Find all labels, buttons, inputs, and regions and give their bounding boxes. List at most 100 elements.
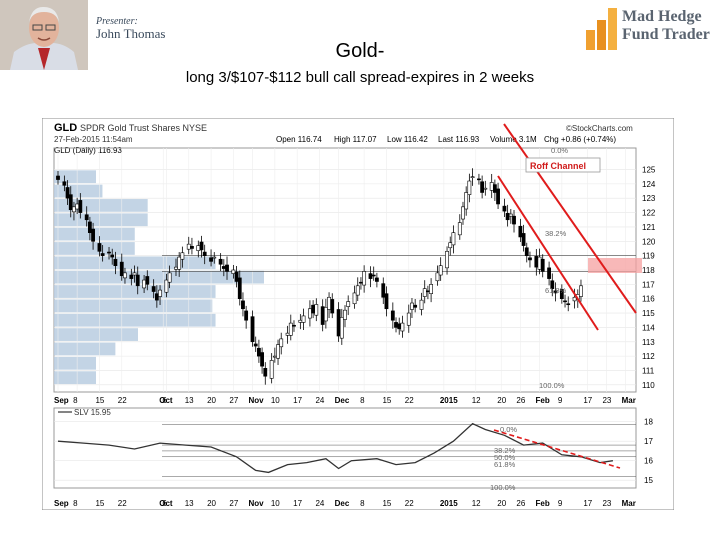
price-tick-112: 112	[642, 352, 655, 361]
candle-body-136	[489, 182, 494, 191]
candle-body-85	[327, 296, 331, 310]
candle-23	[129, 268, 134, 286]
quote-high: High 117.07	[334, 135, 377, 144]
candle-35	[167, 265, 172, 289]
candle-7	[78, 193, 83, 219]
date-tick-bottom-18: 12	[472, 499, 481, 508]
quote-open: Open 116.74	[276, 135, 322, 144]
candle-body-17	[110, 254, 115, 258]
date-tick-top-17: 2015	[440, 396, 458, 405]
candle-body-63	[257, 347, 261, 357]
candle-body-164	[579, 285, 583, 297]
date-tick-top-7: 20	[207, 396, 216, 405]
channel-label: Roff Channel	[530, 161, 586, 171]
volume-bar-10	[54, 313, 216, 327]
candle-34	[164, 273, 169, 298]
date-tick-top-25: Mar	[622, 396, 636, 405]
candle-body-0	[56, 175, 60, 180]
candle-body-91	[346, 301, 351, 307]
fib-label-38: 38.2%	[545, 229, 567, 238]
candle-77	[301, 308, 306, 330]
date-tick-bottom-24: 23	[602, 499, 611, 508]
rsi-y-axis: 15 16 17 18	[644, 418, 653, 485]
price-tick-120: 120	[642, 237, 656, 246]
candle-body-56	[234, 271, 239, 282]
date-tick-bottom-16: 22	[405, 499, 414, 508]
date-tick-top-4: Oct	[159, 396, 173, 405]
rsi-line	[57, 422, 613, 474]
date-tick-top-14: 8	[360, 396, 365, 405]
candle-body-28	[145, 276, 150, 285]
date-tick-top-6: 13	[185, 396, 194, 405]
candle-94	[355, 277, 360, 302]
candle-89	[339, 308, 344, 345]
candle-body-90	[343, 309, 347, 320]
candle-body-59	[244, 310, 249, 321]
fib-label-61: 61.8%	[545, 286, 567, 295]
candle-69	[276, 339, 280, 366]
candle-31	[154, 285, 159, 308]
candle-body-45	[199, 241, 204, 251]
candle-body-80	[311, 304, 316, 314]
date-tick-bottom-17: 2015	[440, 499, 458, 508]
price-tick-114: 114	[642, 323, 655, 332]
date-tick-bottom-22: 9	[558, 499, 563, 508]
volume-bar-11	[54, 328, 138, 341]
candle-body-108	[400, 322, 405, 332]
date-tick-bottom-10: 10	[271, 499, 280, 508]
candle-152	[540, 254, 545, 278]
candle-body-41	[186, 243, 191, 250]
price-tick-117: 117	[642, 280, 655, 289]
candle-99	[371, 266, 376, 281]
rsi-grid	[54, 421, 636, 481]
candle-body-148	[528, 257, 532, 261]
candle-body-61	[250, 316, 255, 343]
candle-body-20	[119, 261, 124, 277]
date-tick-bottom-1: 8	[73, 499, 78, 508]
candle-5	[72, 201, 76, 221]
candle-48	[209, 249, 213, 267]
candle-114	[419, 292, 424, 316]
candle-141	[505, 204, 510, 227]
candle-body-155	[550, 280, 555, 289]
date-tick-top-10: 10	[271, 396, 280, 405]
candle-64	[260, 347, 264, 374]
channel-line-lower	[497, 175, 599, 331]
presenter-block: Presenter: John Thomas	[96, 16, 165, 42]
candle-body-94	[355, 285, 360, 296]
candle-61	[250, 310, 255, 347]
date-tick-bottom-12: 24	[315, 499, 324, 508]
candle-body-146	[521, 233, 526, 246]
date-tick-top-20: 26	[516, 396, 525, 405]
candle-body-39	[180, 252, 185, 260]
date-tick-top-1: 8	[73, 396, 78, 405]
candle-body-107	[397, 323, 402, 330]
volume-bar-7	[54, 270, 264, 284]
candle-56	[234, 265, 239, 288]
volume-bar-8	[54, 285, 216, 298]
candle-body-95	[359, 281, 363, 284]
chart-symbol: GLD	[54, 122, 77, 134]
candle-57	[237, 270, 242, 306]
candle-132	[477, 173, 481, 185]
quote-chg: Chg +0.86 (+0.74%)	[544, 135, 616, 144]
price-tick-116: 116	[642, 295, 655, 304]
candle-body-38	[177, 256, 182, 270]
candle-body-7	[78, 200, 83, 213]
chart-source: ©StockCharts.com	[566, 124, 633, 133]
rsi-trend-line	[493, 429, 621, 469]
quote-low: Low 116.42	[387, 135, 428, 144]
candle-108	[400, 315, 405, 338]
price-tick-119: 119	[642, 252, 655, 261]
candle-body-152	[540, 258, 545, 272]
candle-137	[492, 179, 497, 201]
presenter-photo	[0, 0, 88, 70]
candle-body-79	[308, 308, 312, 319]
candle-53	[225, 256, 229, 280]
date-tick-top-21: Feb	[536, 396, 550, 405]
price-tick-123: 123	[642, 194, 656, 203]
date-tick-bottom-6: 13	[185, 499, 194, 508]
candle-38	[177, 252, 182, 277]
candle-body-110	[406, 312, 411, 326]
